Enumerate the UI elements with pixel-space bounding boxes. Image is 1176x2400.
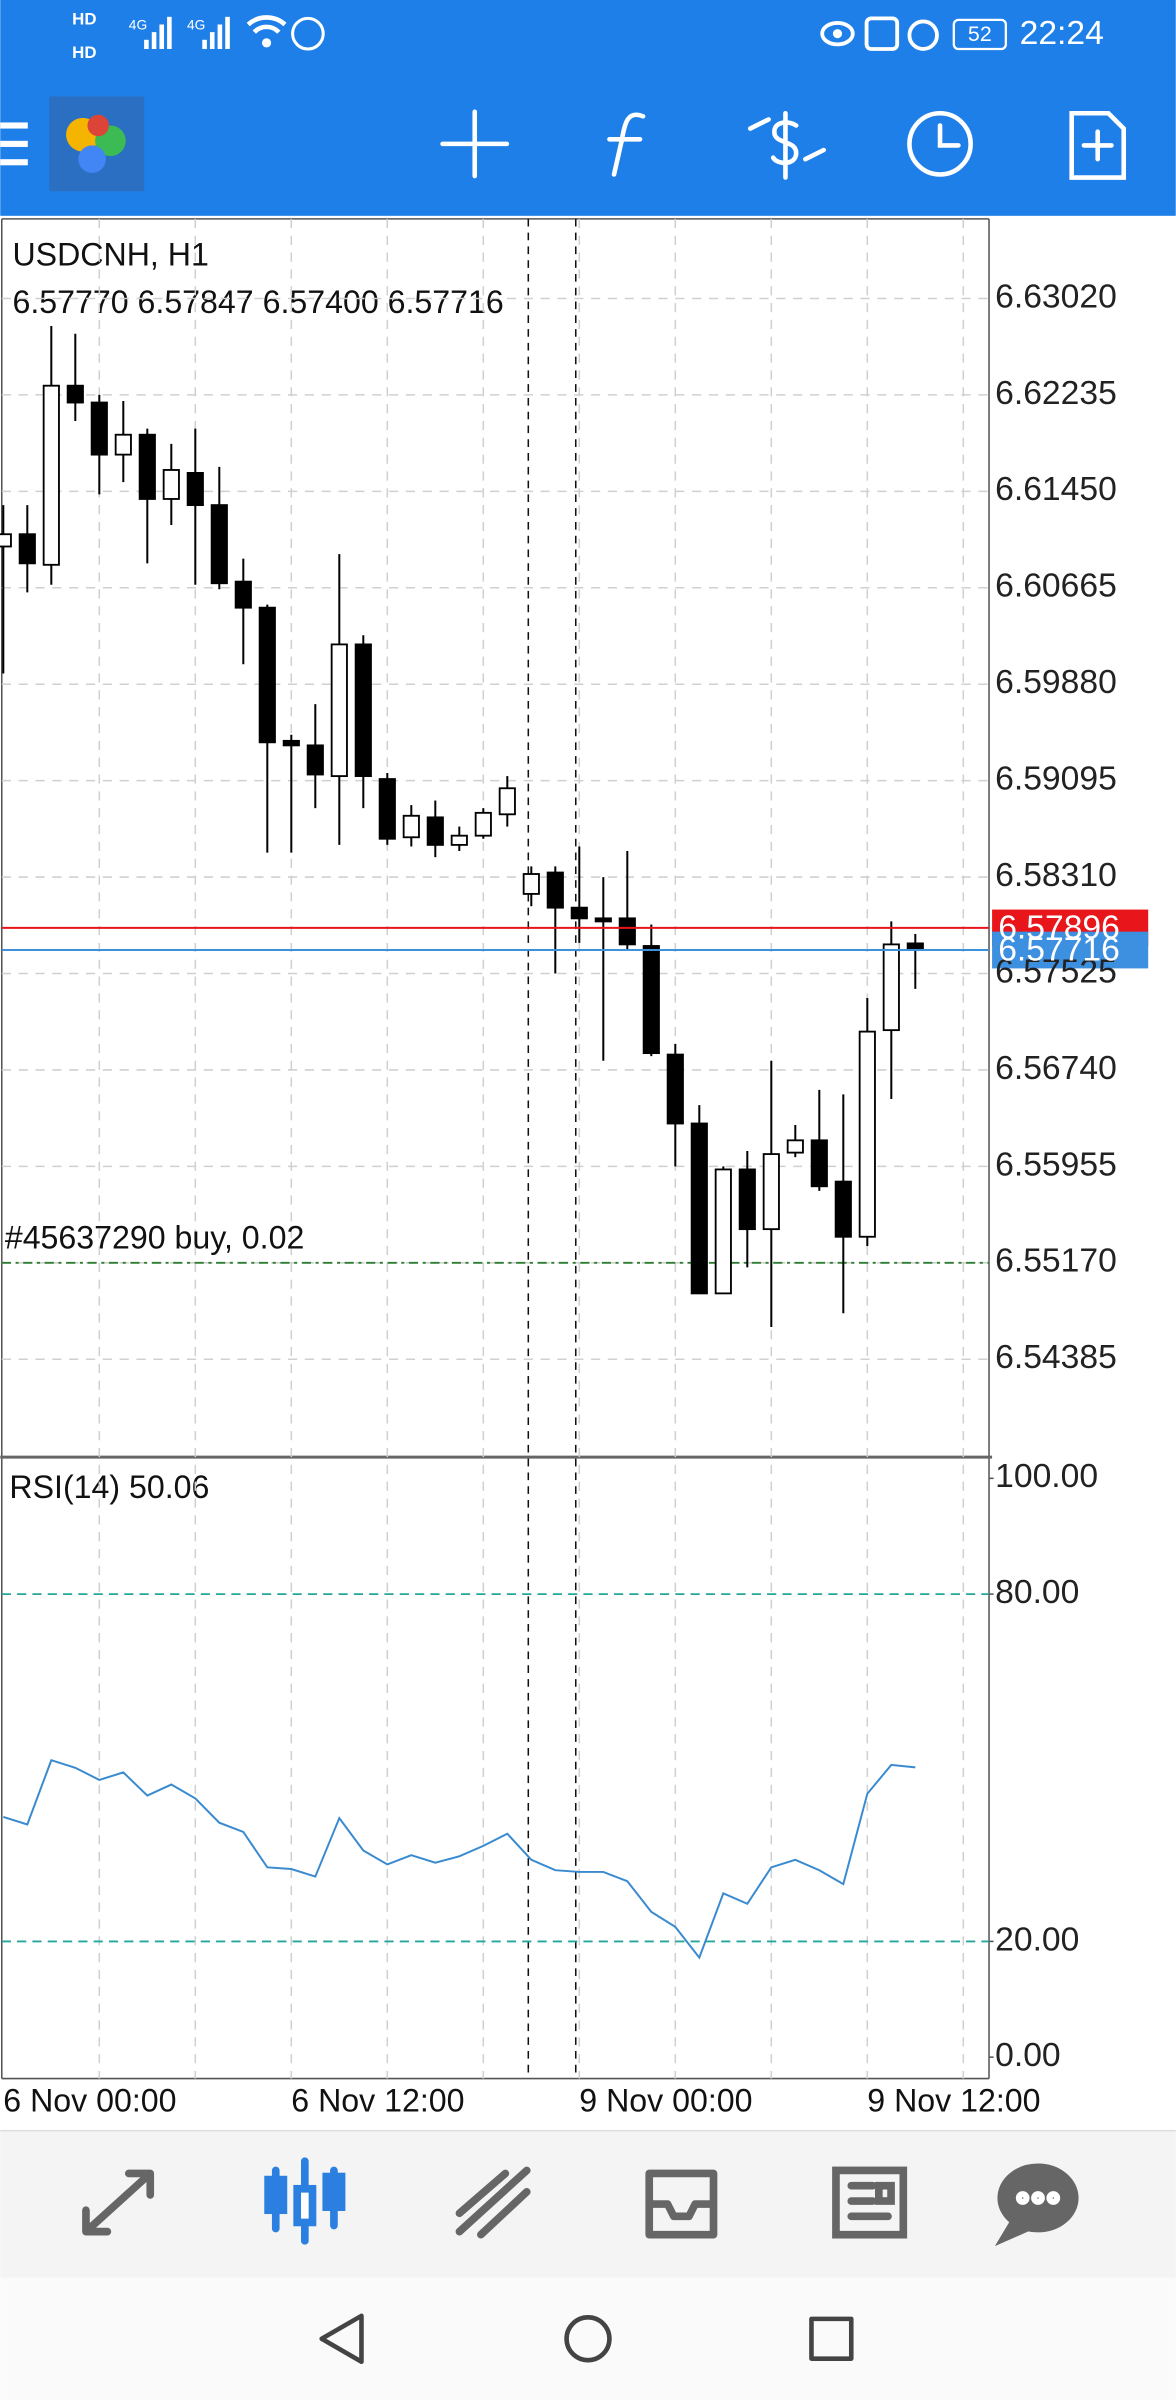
candle-body [546,871,564,909]
y-tick-label: 6.62235 [995,375,1117,412]
candle-body [738,1168,756,1231]
candle-body [162,469,180,500]
candle-body [858,1030,876,1238]
rsi-line [3,1759,916,1960]
y-tick-label: 100.00 [995,1458,1098,1495]
candle-body [66,384,84,404]
candle-body [522,873,540,895]
candle-body [810,1139,828,1188]
x-tick-label: 9 Nov 00:00 [579,2083,752,2119]
candle-body [378,778,396,840]
app-bar [0,0,1176,216]
chat-tab[interactable] [994,2163,1079,2247]
home-button[interactable] [564,2315,612,2363]
order-label: #45637290 buy, 0.02 [5,1219,305,1255]
y-tick-label: 6.63020 [995,278,1117,315]
toolbar [0,96,1127,192]
history-tab[interactable] [645,2169,718,2239]
candle-body [666,1053,684,1125]
candle-body [210,504,228,585]
chart-tab[interactable] [264,2157,346,2245]
price-tag [992,931,1149,969]
candle-body [474,811,492,837]
candle-body [282,739,300,747]
candle-body [642,945,660,1055]
menu-button[interactable] [0,122,28,166]
ohlc-readout: 6.57770 6.57847 6.57400 6.57716 [12,284,503,320]
candle-body [402,814,420,839]
y-tick-label: 6.55170 [995,1243,1117,1280]
y-tick-label: 6.61450 [995,471,1117,508]
y-tick-label: 6.54385 [995,1339,1117,1376]
candle-body [138,433,156,500]
candle-body [714,1168,732,1295]
app-logo[interactable] [49,96,145,192]
candle-body [762,1153,780,1231]
candle-body [906,942,924,951]
news-tab[interactable] [832,2166,908,2239]
price-tag-label: 6.57896 [998,909,1120,946]
candle-body [618,917,636,946]
back-button[interactable] [319,2313,364,2365]
recents-button[interactable] [809,2316,854,2361]
clock: 22:24 [1020,15,1104,52]
candle-body [354,643,372,778]
candle-body [234,580,252,609]
crosshair-button[interactable] [440,109,510,179]
indicator-title: RSI(14) 50.06 [9,1469,209,1505]
new-order-button[interactable] [1069,110,1127,180]
period-button[interactable] [907,110,973,177]
chart-area [0,218,993,2080]
candle-body [306,744,324,776]
candle-body [426,816,444,846]
battery-level: 52 [968,22,992,46]
candle-body [18,533,36,565]
quotes-tab[interactable] [82,2169,155,2236]
candle-body [114,433,132,456]
y-tick-label: 6.59095 [995,761,1117,798]
candle-body [882,943,900,1032]
price-tag-label: 6.57716 [998,931,1120,968]
candle-body [42,384,60,566]
y-tick-label: 20.00 [995,1921,1079,1958]
candle-body [594,917,612,923]
candle-body [186,472,204,507]
y-tick-label: 6.59880 [995,664,1117,701]
x-tick-label: 9 Nov 12:00 [867,2083,1040,2119]
status-icons: HD HD 4G 4G 52 22:24 [72,9,1104,62]
system-nav [0,2277,1176,2400]
candle-body [786,1139,804,1154]
candle-body [450,834,468,846]
y-tick-label: 80.00 [995,1574,1079,1611]
y-tick-label: 6.55955 [995,1146,1117,1183]
indicator: HD [72,9,96,28]
y-tick-label: 6.57525 [995,953,1117,990]
indicator: 4G [129,18,147,33]
candle-body [330,643,348,778]
candle-body [90,401,108,456]
x-tick-label: 6 Nov 00:00 [3,2083,176,2119]
x-tick-label: 6 Nov 12:00 [291,2083,464,2119]
bottom-nav [0,2130,1176,2278]
indicator: 4G [187,18,205,33]
y-tick-label: 6.58310 [995,857,1117,894]
indicator: HD [72,43,96,62]
candle-body [0,533,12,548]
trade-button[interactable] [747,110,827,180]
indicators-button[interactable] [607,112,646,177]
plot-layer [0,218,1149,2079]
chart-title: USDCNH, H1 [12,237,208,273]
candle-body [498,787,516,816]
candle-body [570,906,588,920]
y-tick-label: 0.00 [995,2037,1061,2074]
trade-tab[interactable] [455,2166,531,2239]
candle-body [834,1180,852,1238]
y-tick-label: 6.60665 [995,568,1117,605]
y-tick-label: 6.56740 [995,1050,1117,1087]
candle-body [258,606,276,744]
candle-body [690,1122,708,1295]
